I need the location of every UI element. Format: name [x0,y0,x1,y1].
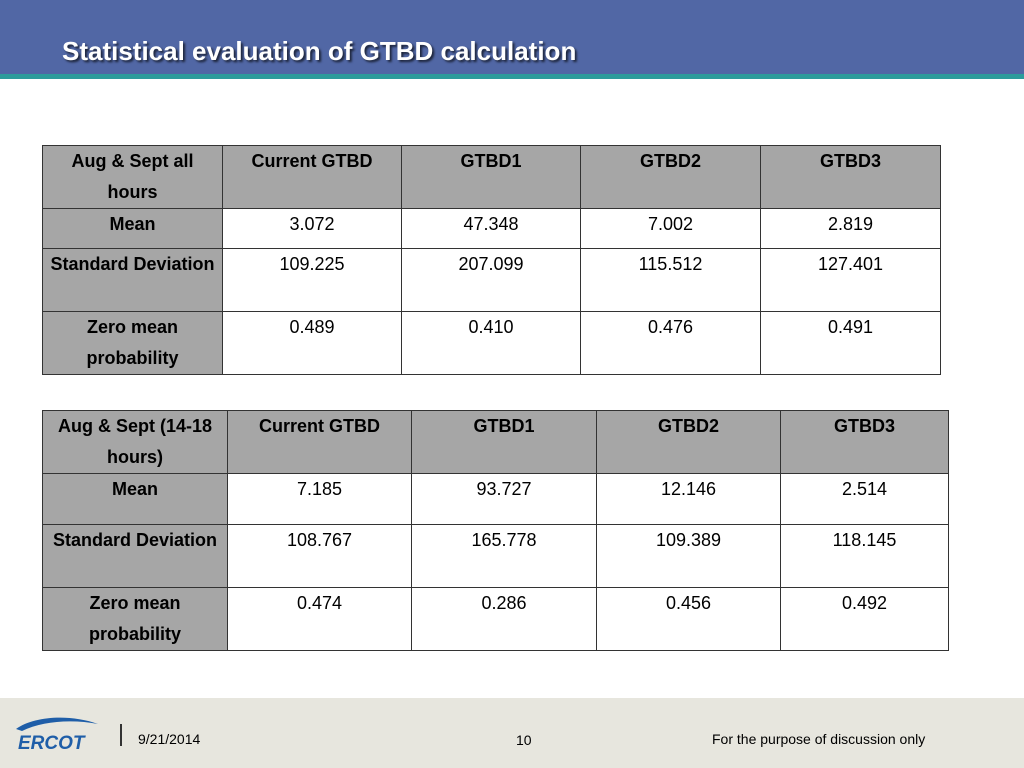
table-cell: 0.410 [401,311,581,375]
header-cell-gtbd3: GTBD3 [780,410,949,474]
table-cell: 0.476 [580,311,761,375]
table-cell: 115.512 [580,248,761,312]
header-cell-current-gtbd: Current GTBD [222,145,402,209]
table-row-std-dev: Standard Deviation 109.225 207.099 115.5… [42,248,941,312]
title-bar [0,0,1024,74]
page-number: 10 [516,732,532,748]
row-label-mean: Mean [42,208,223,249]
header-cell-gtbd3: GTBD3 [760,145,941,209]
header-cell-gtbd2: GTBD2 [580,145,761,209]
table-cell: 118.145 [780,524,949,588]
table-row-std-dev: Standard Deviation 108.767 165.778 109.3… [42,524,949,588]
table-cell: 7.185 [227,473,412,525]
header-cell-gtbd1: GTBD1 [401,145,581,209]
header-cell-period: Aug & Sept (14-18 hours) [42,410,228,474]
table-cell: 47.348 [401,208,581,249]
header-cell-gtbd1: GTBD1 [411,410,597,474]
table-row-zero-mean: Zero mean probability 0.474 0.286 0.456 … [42,587,949,651]
ercot-logo: ERCOT [16,717,98,754]
table-cell: 0.492 [780,587,949,651]
table-cell: 109.389 [596,524,781,588]
table-cell: 0.456 [596,587,781,651]
footer-note: For the purpose of discussion only [712,731,926,747]
table-header-row: Aug & Sept (14-18 hours) Current GTBD GT… [42,410,949,474]
stats-table-14-18-hours: Aug & Sept (14-18 hours) Current GTBD GT… [42,410,949,651]
table-cell: 93.727 [411,473,597,525]
footer-bar [0,698,1024,768]
table-cell: 3.072 [222,208,402,249]
header-cell-current-gtbd: Current GTBD [227,410,412,474]
table-cell: 2.819 [760,208,941,249]
table-cell: 207.099 [401,248,581,312]
footer-date: 9/21/2014 [138,731,201,747]
logo-text: ERCOT [18,733,86,754]
header-cell-period: Aug & Sept all hours [42,145,223,209]
row-label-std-dev: Standard Deviation [42,248,223,312]
row-label-zero-mean: Zero mean probability [42,311,223,375]
footer-divider [120,724,122,746]
table-cell: 127.401 [760,248,941,312]
title-bar-stripe [0,74,1024,79]
table-cell: 7.002 [580,208,761,249]
table-row-mean: Mean 7.185 93.727 12.146 2.514 [42,473,949,525]
table-cell: 108.767 [227,524,412,588]
table-cell: 0.474 [227,587,412,651]
table-cell: 0.489 [222,311,402,375]
slide-title: Statistical evaluation of GTBD calculati… [62,36,577,66]
table-cell: 12.146 [596,473,781,525]
table-header-row: Aug & Sept all hours Current GTBD GTBD1 … [42,145,941,209]
row-label-std-dev: Standard Deviation [42,524,228,588]
table-row-mean: Mean 3.072 47.348 7.002 2.819 [42,208,941,249]
stats-table-all-hours: Aug & Sept all hours Current GTBD GTBD1 … [42,145,941,375]
table-cell: 0.491 [760,311,941,375]
table-cell: 2.514 [780,473,949,525]
row-label-zero-mean: Zero mean probability [42,587,228,651]
table-cell: 109.225 [222,248,402,312]
row-label-mean: Mean [42,473,228,525]
table-row-zero-mean: Zero mean probability 0.489 0.410 0.476 … [42,311,941,375]
header-cell-gtbd2: GTBD2 [596,410,781,474]
table-cell: 165.778 [411,524,597,588]
table-cell: 0.286 [411,587,597,651]
